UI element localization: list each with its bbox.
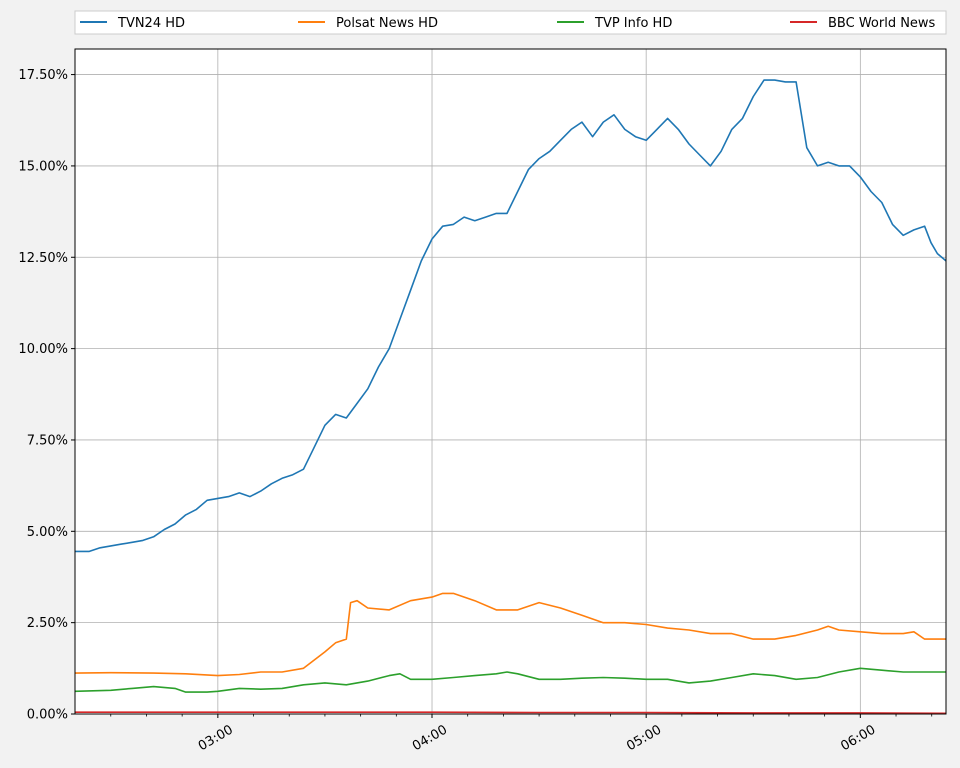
y-tick-label: 10.00%	[18, 342, 68, 357]
y-tick-label: 7.50%	[27, 433, 68, 448]
legend-label: TVP Info HD	[594, 16, 672, 31]
plot-frame	[74, 48, 947, 715]
legend-box	[74, 10, 947, 35]
series-lines	[74, 79, 947, 715]
series-line-1	[74, 592, 946, 677]
grid-lines	[75, 49, 946, 715]
y-tick-label: 17.50%	[18, 68, 68, 83]
y-tick-label: 15.00%	[18, 159, 68, 174]
legend-label: Polsat News HD	[336, 16, 438, 31]
series-line-3	[75, 711, 947, 715]
series-line-0	[75, 79, 947, 553]
y-tick-label: 0.00%	[27, 708, 68, 723]
plot-area	[75, 49, 946, 714]
y-tick-label: 5.00%	[27, 525, 68, 540]
legend: TVN24 HD Polsat News HD TVP Info HD BBC Wor…	[74, 10, 947, 35]
y-axis: 0.00% 2.50% 5.00% 7.50% 10.00% 12.50% 15.00% 17…	[18, 68, 75, 723]
series-line-2	[74, 667, 946, 693]
legend-label: BBC World News	[828, 16, 936, 31]
y-tick-label: 2.50%	[27, 616, 68, 631]
y-tick-label: 12.50%	[18, 251, 68, 266]
legend-label: TVN24 HD	[117, 16, 185, 31]
